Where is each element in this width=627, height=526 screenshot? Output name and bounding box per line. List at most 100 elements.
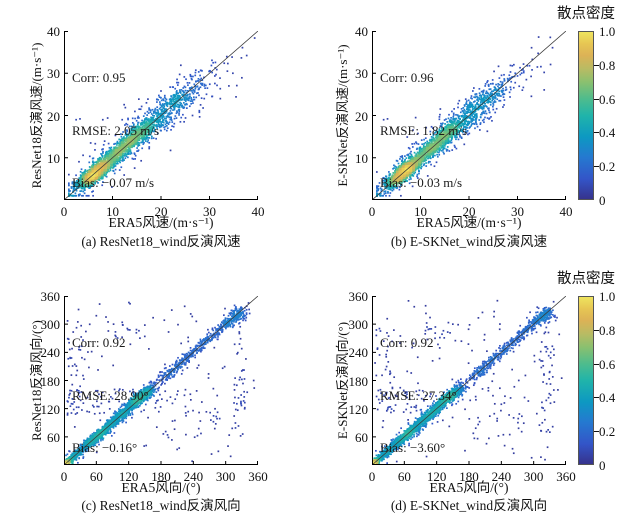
colorbar-gradient-speed xyxy=(578,31,594,200)
colorbar-title-speed: 散点密度 xyxy=(557,6,615,22)
stat-rmse-c: RMSE: 28.90° xyxy=(72,387,149,403)
x-tick-label: 20 xyxy=(154,204,168,219)
x-tick-label: 300 xyxy=(215,469,236,484)
scatter-canvas-d xyxy=(372,296,566,465)
y-tick-label: 30 xyxy=(47,66,60,82)
x-tick-label: 240 xyxy=(491,469,512,484)
stat-corr-b: Corr: 0.96 xyxy=(380,70,434,85)
stat-corr-d: Corr: 0.92 xyxy=(380,335,434,350)
colorbar-tick-label: 0.4 xyxy=(599,125,616,141)
x-axis-label-b: ERA5风速/(m·s⁻¹) xyxy=(416,215,522,230)
x-tick-label: 360 xyxy=(556,469,576,484)
colorbar-title-direction: 散点密度 xyxy=(557,271,615,287)
scatter-plot-a: Corr: 0.95 RMSE: 2.05 m/s Bias: −0.07 m/… xyxy=(64,31,258,200)
y-tick-label: 60 xyxy=(47,429,60,445)
x-tick-label: 180 xyxy=(151,469,171,484)
y-tick-label: 40 xyxy=(355,24,368,39)
colorbar-tick-mark xyxy=(594,132,599,134)
stats-block-a: Corr: 0.95 RMSE: 2.05 m/s Bias: −0.07 m/… xyxy=(72,34,159,227)
x-tick-label: 0 xyxy=(60,204,68,219)
x-tick-label: 60 xyxy=(89,469,103,484)
scatter-canvas-b xyxy=(372,31,566,200)
colorbar-tick-mark xyxy=(594,166,599,168)
y-tick-label: 20 xyxy=(47,108,60,124)
colorbar-tick-label: 1.0 xyxy=(599,24,616,39)
colorbar-tick-label: 0.8 xyxy=(599,322,616,338)
stat-bias-a: Bias: −0.07 m/s xyxy=(72,175,155,190)
x-tick-label: 240 xyxy=(183,469,204,484)
stat-bias-b: Bias: −0.03 m/s xyxy=(380,175,463,190)
x-tick-label: 300 xyxy=(523,469,544,484)
x-tick-label: 40 xyxy=(251,204,265,219)
y-tick-label: 60 xyxy=(355,429,368,445)
y-tick-label: 240 xyxy=(348,345,369,361)
stat-rmse-b: RMSE: 1.82 m/s xyxy=(380,122,468,138)
scatter-plot-b: Corr: 0.96 RMSE: 1.82 m/s Bias: −0.03 m/… xyxy=(372,31,566,200)
y-tick-label: 180 xyxy=(40,373,61,389)
colorbar-tick-mark xyxy=(594,397,599,399)
stat-corr-c: Corr: 0.92 xyxy=(72,335,126,350)
x-tick-label: 0 xyxy=(60,469,68,484)
x-tick-label: 120 xyxy=(118,469,139,484)
y-tick-label: 10 xyxy=(47,150,60,166)
colorbar-tick-label: 1.0 xyxy=(599,289,616,304)
colorbar-tick-label: 0.6 xyxy=(599,91,616,107)
x-tick-label: 30 xyxy=(511,204,524,219)
colorbar-tick-label: 0.6 xyxy=(599,356,616,372)
x-tick-label: 360 xyxy=(248,469,268,484)
x-tick-label: 120 xyxy=(426,469,447,484)
colorbar-tick-mark xyxy=(594,363,599,365)
y-tick-label: 20 xyxy=(355,108,368,124)
colorbar-tick-label: 0.2 xyxy=(599,159,616,175)
colorbar-tick-label: 0.8 xyxy=(599,57,616,73)
x-tick-label: 20 xyxy=(462,204,476,219)
x-tick-label: 10 xyxy=(106,204,119,219)
colorbar-tick-label: 0.4 xyxy=(599,390,616,406)
y-tick-label: 300 xyxy=(40,317,61,333)
colorbar-tick-mark xyxy=(594,329,599,331)
scatter-canvas-a xyxy=(64,31,258,200)
x-tick-label: 10 xyxy=(414,204,427,219)
y-tick-label: 30 xyxy=(355,66,368,82)
caption-b: (b) E-SKNet_wind反演风速 xyxy=(390,234,548,249)
stats-block-d: Corr: 0.92 RMSE: 27.34° Bias: −3.60° xyxy=(380,299,457,492)
y-tick-label: 40 xyxy=(47,24,60,39)
x-tick-label: 30 xyxy=(203,204,216,219)
y-tick-label: 120 xyxy=(348,401,369,417)
x-axis-label-d: ERA5风向/(°) xyxy=(429,480,509,495)
x-tick-label: 180 xyxy=(459,469,479,484)
x-axis-label-c: ERA5风向/(°) xyxy=(121,480,201,495)
scatter-canvas-c xyxy=(64,296,258,465)
y-tick-label: 300 xyxy=(348,317,369,333)
colorbar-tick-label: 0.2 xyxy=(599,424,616,440)
y-tick-label: 120 xyxy=(40,401,61,417)
colorbar-tick-label: 0 xyxy=(599,193,606,208)
y-tick-label: 180 xyxy=(348,373,369,389)
y-tick-label: 240 xyxy=(40,345,61,361)
y-tick-label: 360 xyxy=(40,289,61,304)
x-tick-label: 0 xyxy=(368,204,376,219)
y-tick-label: 360 xyxy=(348,289,369,304)
stats-block-b: Corr: 0.96 RMSE: 1.82 m/s Bias: −0.03 m/… xyxy=(380,34,467,227)
stat-bias-d: Bias: −3.60° xyxy=(380,440,446,455)
colorbar-tick-label: 0 xyxy=(599,458,606,473)
scatter-plot-d: Corr: 0.92 RMSE: 27.34° Bias: −3.60° xyxy=(372,296,566,465)
x-tick-label: 0 xyxy=(368,469,376,484)
scatter-plot-c: Corr: 0.92 RMSE: 28.90° Bias: −0.16° xyxy=(64,296,258,465)
x-axis-label-a: ERA5风速/(m·s⁻¹) xyxy=(108,215,214,230)
colorbar-tick-mark xyxy=(594,431,599,433)
colorbar-tick-mark xyxy=(594,64,599,66)
colorbar-tick-mark xyxy=(594,98,599,100)
caption-a: (a) ResNet18_wind反演风速 xyxy=(81,234,241,249)
y-tick-label: 10 xyxy=(355,150,368,166)
x-tick-label: 60 xyxy=(397,469,411,484)
stat-bias-c: Bias: −0.16° xyxy=(72,440,138,455)
stat-corr-a: Corr: 0.95 xyxy=(72,70,126,85)
colorbar-gradient-direction xyxy=(578,296,594,465)
caption-c: (c) ResNet18_wind反演风向 xyxy=(81,498,241,513)
stat-rmse-d: RMSE: 27.34° xyxy=(380,387,457,403)
stat-rmse-a: RMSE: 2.05 m/s xyxy=(72,122,160,138)
x-tick-label: 40 xyxy=(559,204,573,219)
stats-block-c: Corr: 0.92 RMSE: 28.90° Bias: −0.16° xyxy=(72,299,149,492)
